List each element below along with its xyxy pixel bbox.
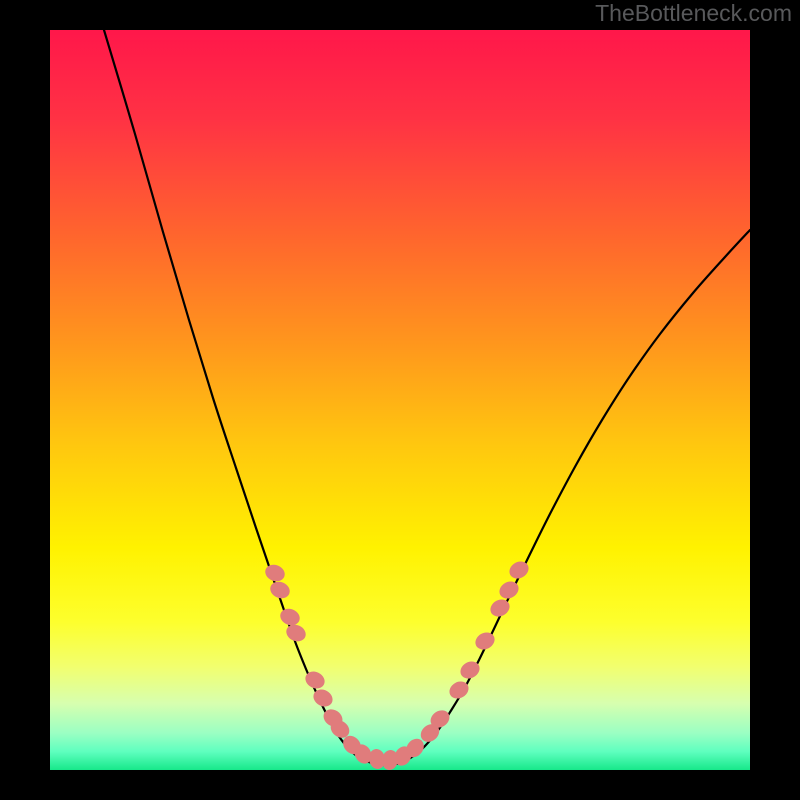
gradient-background (50, 30, 750, 770)
watermark: TheBottleneck.com (595, 0, 792, 27)
chart-container: { "watermark": { "text": "TheBottleneck.… (0, 0, 800, 800)
plot-svg (0, 0, 800, 800)
